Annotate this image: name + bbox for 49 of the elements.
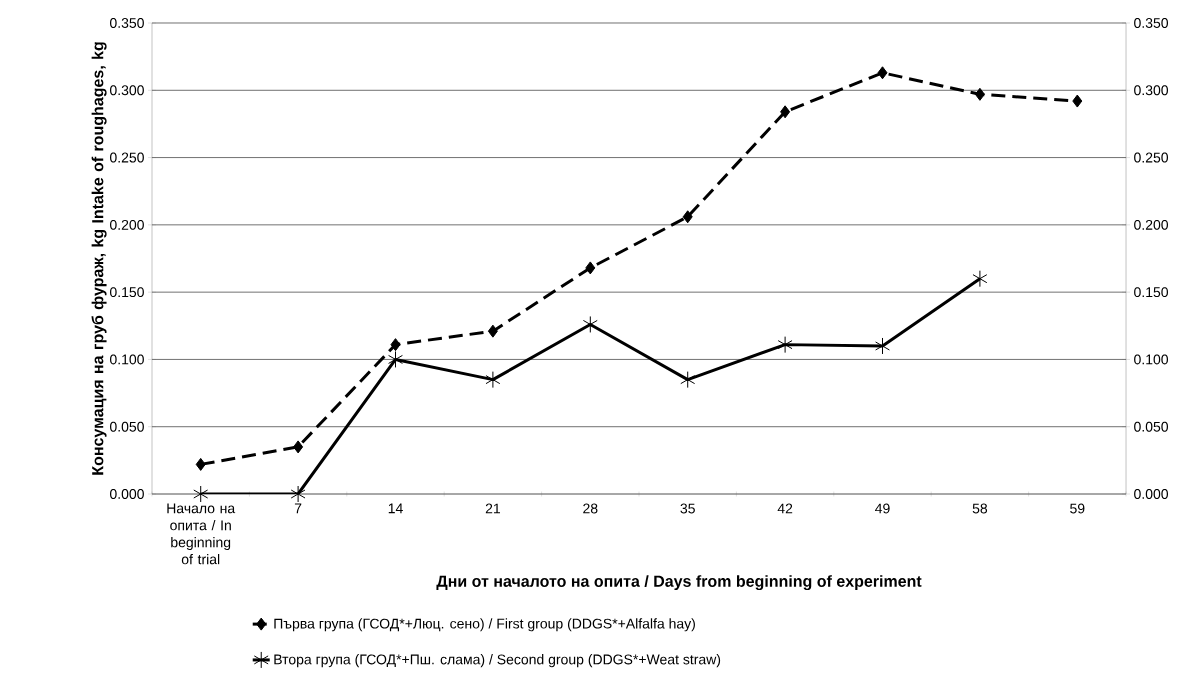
x-tick-label: 14 [388, 503, 403, 514]
y2-tick-label: 0.100 [1134, 354, 1169, 365]
legend-label: Втора група (ГСОД*+Пш. слама) / Second group (DDGS*+Weat straw) [274, 654, 721, 668]
x-tick-label: 28 [583, 503, 598, 514]
x-tick-label: 21 [485, 503, 501, 514]
y2-tick-label: 0.150 [1134, 287, 1169, 298]
point [388, 350, 403, 368]
y-tick-label: 0.150 [109, 287, 144, 298]
point [195, 457, 206, 471]
point [974, 87, 985, 101]
point [780, 105, 791, 119]
x-tick-label: 58 [972, 503, 988, 514]
point [193, 485, 209, 503]
point [680, 371, 696, 389]
x-tick-label: 59 [1070, 503, 1085, 514]
y-tick-label: 0.000 [109, 489, 144, 499]
legend-label: Първа група (ГСОД*+Люц. сено) / First group (DDGS*+Alfalfa hay) [274, 618, 695, 632]
x-tick-label: Начало на опита / In beginning of trial [167, 503, 236, 565]
y-tick-label: 0.100 [109, 354, 144, 365]
point [390, 338, 401, 352]
y2-tick-label: 0.050 [1134, 421, 1169, 432]
y2-tick-label: 0.000 [1134, 489, 1169, 499]
point [293, 440, 304, 454]
y2-tick-label: 0.300 [1134, 85, 1169, 96]
point [1072, 94, 1083, 108]
point [585, 261, 596, 275]
y2-tick-label: 0.350 [1134, 18, 1169, 28]
y-tick-label: 0.300 [109, 85, 144, 96]
y-tick-label: 0.200 [109, 219, 144, 230]
point [290, 485, 306, 503]
point [972, 270, 988, 288]
point [875, 337, 890, 355]
point [487, 324, 498, 338]
x-tick-label: 7 [294, 503, 302, 514]
point [485, 371, 501, 389]
y-tick-label: 0.350 [109, 18, 144, 28]
y-tick-label: 0.050 [109, 421, 144, 432]
x-axis-title: Дни от началото на опита / Days from beginning of experiment [436, 575, 922, 591]
y-tick-label: 0.250 [109, 152, 144, 163]
point [582, 315, 598, 333]
x-tick-label: 42 [777, 503, 793, 514]
point [877, 66, 888, 80]
point [777, 336, 793, 354]
y2-tick-label: 0.250 [1134, 152, 1169, 163]
y2-tick-label: 0.200 [1134, 219, 1169, 230]
x-tick-label: 49 [875, 503, 890, 514]
x-tick-label: 35 [680, 503, 695, 514]
y-axis-title: Консумация на груб фураж, kg Intake of roughages, kg [91, 42, 107, 475]
point [682, 210, 693, 224]
